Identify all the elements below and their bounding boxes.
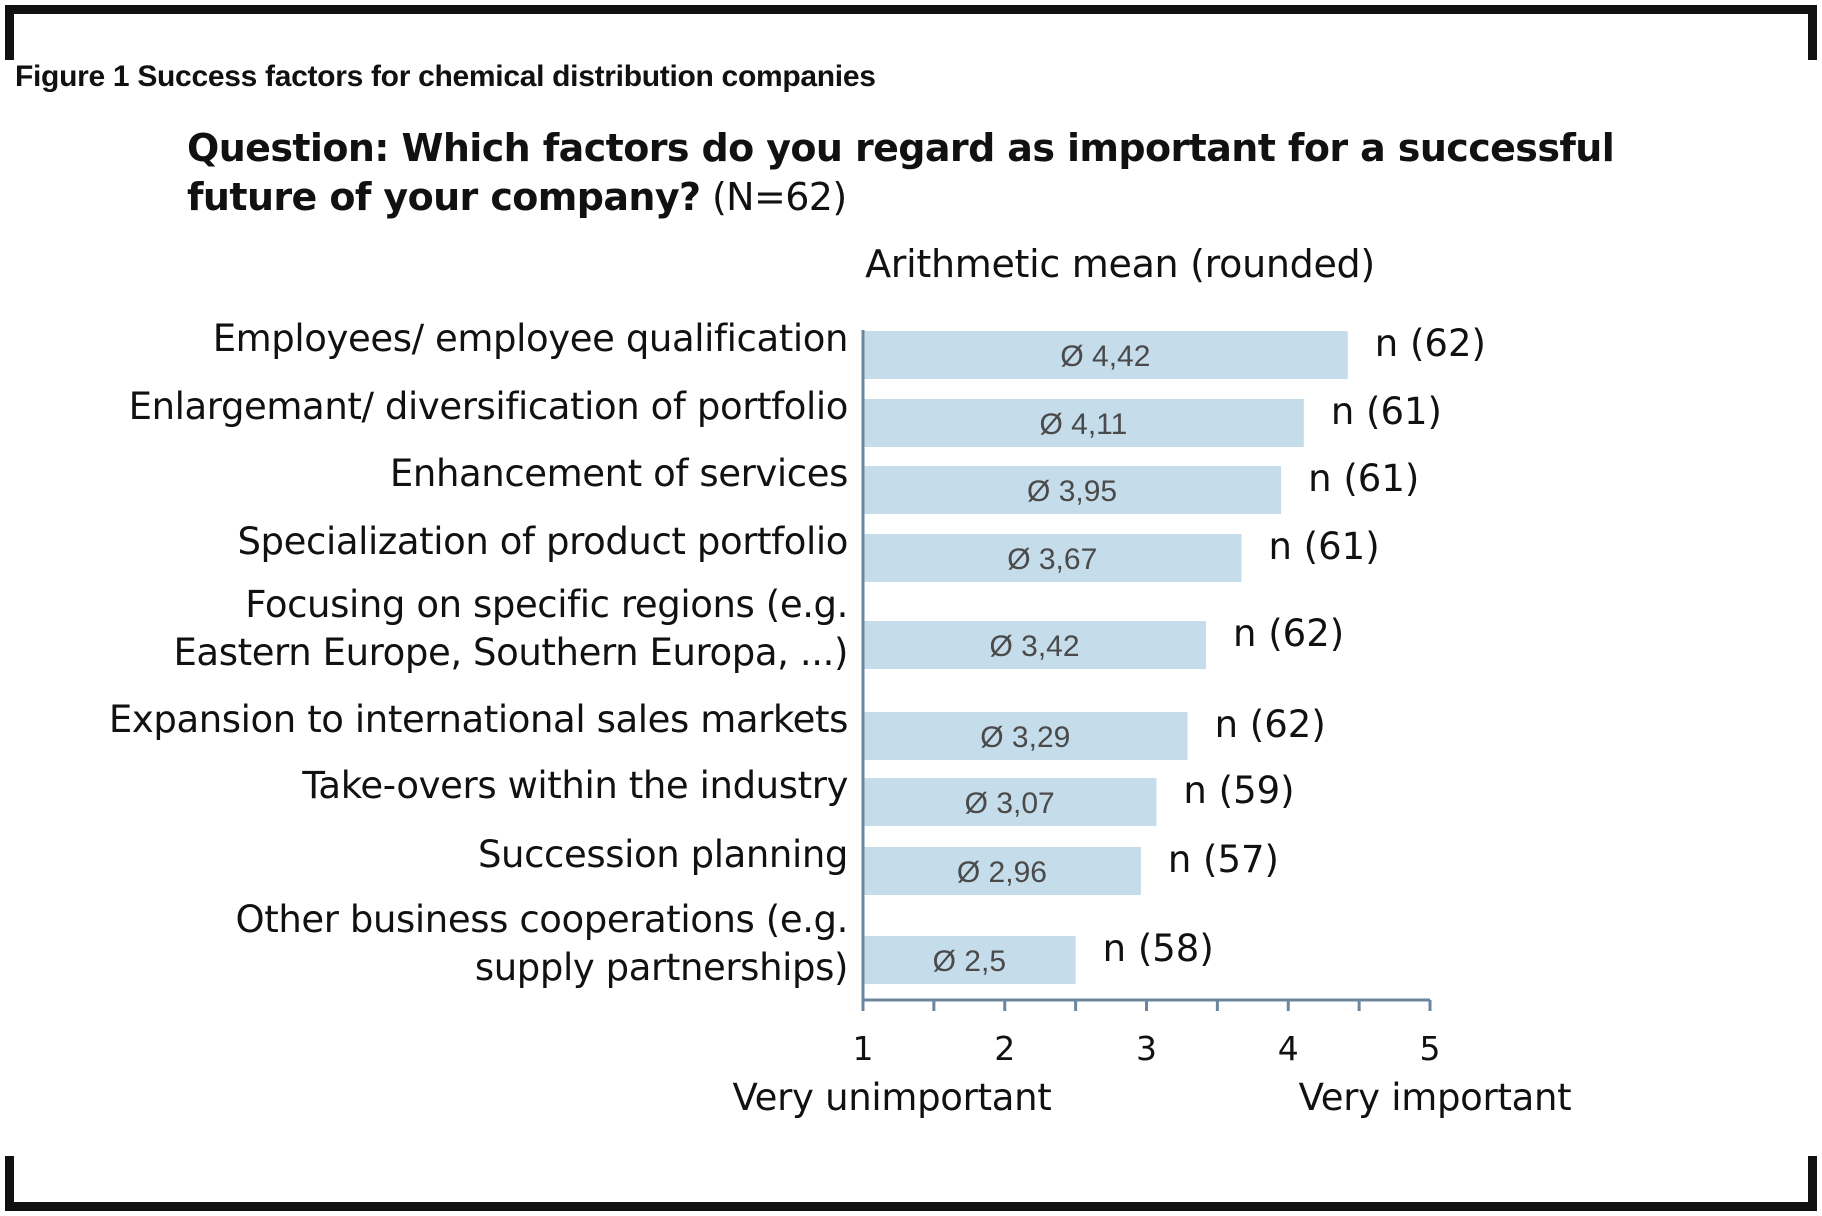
bar-6 [863, 712, 1188, 760]
chart-subtitle: Arithmetic mean (rounded) [865, 242, 1375, 286]
bar-2 [863, 399, 1304, 447]
bar-7 [863, 778, 1157, 826]
category-label-2: Enlargemant/ diversification of portfoli… [129, 385, 848, 428]
question-text: Question: Which factors do you regard as… [187, 124, 1667, 222]
bars-group: Ø 4,42 n (62) Employees/ employee qualific… [109, 317, 1486, 989]
n-label-9: n (58) [1103, 927, 1214, 970]
x-tick-label-2: 2 [994, 1029, 1015, 1068]
x-tick-label-5: 5 [1420, 1029, 1441, 1068]
x-tick-label-3: 3 [1136, 1029, 1157, 1068]
category-label-4: Specialization of product portfolio [237, 520, 848, 563]
n-label-8: n (57) [1168, 838, 1279, 881]
x-tick-label-1: 1 [853, 1029, 874, 1068]
frame-top-border [5, 5, 1817, 60]
bar-value-label-4: Ø 3,67 [1007, 543, 1097, 576]
bar-1 [863, 331, 1348, 379]
bar-5 [863, 621, 1207, 669]
n-label-6: n (62) [1215, 703, 1326, 746]
bar-value-label-1: Ø 4,42 [1060, 340, 1150, 373]
bar-value-label-8: Ø 2,96 [957, 856, 1047, 889]
bar-value-label-7: Ø 3,07 [965, 787, 1055, 820]
figure-title: Figure 1 Success factors for chemical di… [15, 60, 876, 93]
n-label-2: n (61) [1331, 390, 1442, 433]
n-label-4: n (61) [1268, 525, 1379, 568]
bar-value-label-3: Ø 3,95 [1027, 475, 1117, 508]
question-n-total: (N=62) [711, 175, 847, 219]
category-label-5-line-1: Focusing on specific regions (e.g. [245, 583, 848, 626]
bar-4 [863, 534, 1242, 582]
bar-8 [863, 847, 1141, 895]
category-label-5-line-2: Eastern Europe, Southern Europa, ...) [173, 631, 848, 674]
category-label-8: Succession planning [478, 833, 848, 876]
bar-value-label-6: Ø 3,29 [980, 721, 1070, 754]
question-bold: Question: Which factors do you regard as… [187, 126, 1615, 219]
x-tick-label-4: 4 [1278, 1029, 1299, 1068]
category-label-6: Expansion to international sales markets [109, 698, 848, 741]
bar-value-label-5: Ø 3,42 [989, 630, 1079, 663]
bar-value-label-2: Ø 4,11 [1039, 408, 1127, 441]
bar-value-label-9: Ø 2,5 [933, 945, 1006, 978]
x-axis: 1 2 3 4 5 [853, 330, 1441, 1068]
frame-bottom-border [5, 1156, 1817, 1211]
category-label-7: Take-overs within the industry [301, 764, 848, 807]
n-label-7: n (59) [1183, 769, 1294, 812]
x-extreme-high: Very important [1299, 1076, 1572, 1119]
category-label-3: Enhancement of services [390, 452, 848, 495]
category-label-1: Employees/ employee qualification [213, 317, 848, 360]
category-label-9-line-2: supply partnerships) [475, 946, 848, 989]
n-label-5: n (62) [1233, 612, 1344, 655]
x-extreme-low: Very unimportant [733, 1076, 1052, 1119]
n-label-3: n (61) [1308, 457, 1419, 500]
n-label-1: n (62) [1375, 322, 1486, 365]
bar-9 [863, 936, 1076, 984]
category-label-9-line-1: Other business cooperations (e.g. [235, 898, 848, 941]
bar-3 [863, 466, 1282, 514]
